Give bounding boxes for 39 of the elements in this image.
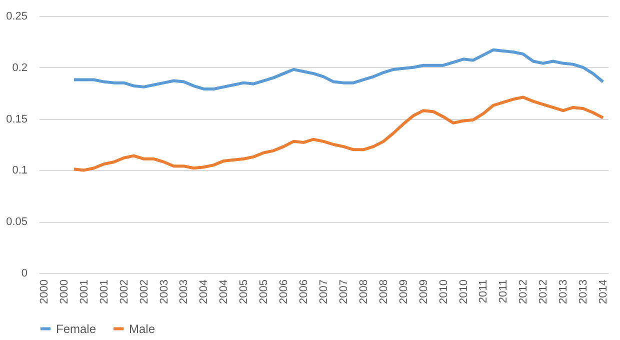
x-tick-label: 2001 [78,280,90,304]
x-tick-label: 2010 [458,280,470,304]
x-tick-label: 2014 [598,280,610,304]
x-tick-label: 2007 [338,280,350,304]
line-series [72,48,605,90]
x-tick-label: 2005 [258,280,270,304]
y-tick-label: 0.2 [12,62,28,74]
x-tick-label: 2009 [418,280,430,304]
x-tick-label: 2011 [478,280,490,304]
x-tick-label: 2000 [58,280,70,304]
x-tick-label: 2012 [538,280,550,304]
x-tick-label: 2002 [138,280,150,304]
x-tick-label: 2005 [238,280,250,304]
x-tick-label: 2004 [218,280,230,304]
x-tick-label: 2010 [438,280,450,304]
legend-label: Female [56,322,96,336]
x-tick-label: 2013 [578,280,590,304]
x-tick-label: 2007 [318,280,330,304]
x-tick-label: 2004 [198,280,210,304]
x-tick-label: 2011 [498,280,510,304]
y-tick-label: 0.05 [6,216,28,228]
x-tick-label: 2008 [358,280,370,304]
x-tick-label: 2006 [298,280,310,304]
y-tick-label: 0.25 [6,10,28,22]
x-tick-label: 2002 [118,280,130,304]
legend-label: Male [129,322,156,336]
x-tick-label: 2012 [518,280,530,304]
x-tick-label: 2000 [38,280,50,304]
x-tick-label: 2003 [178,280,190,304]
x-tick-label: 2009 [398,280,410,304]
y-tick-label: 0.15 [6,113,28,126]
x-tick-label: 2013 [558,280,570,304]
y-tick-label: 0 [21,268,28,280]
x-tick-label: 2003 [158,280,170,304]
x-tick-label: 2008 [378,280,390,304]
y-tick-label: 0.1 [12,164,28,177]
x-tick-label: 2006 [278,280,290,304]
line-series [72,96,605,172]
x-tick-label: 2001 [98,280,110,304]
